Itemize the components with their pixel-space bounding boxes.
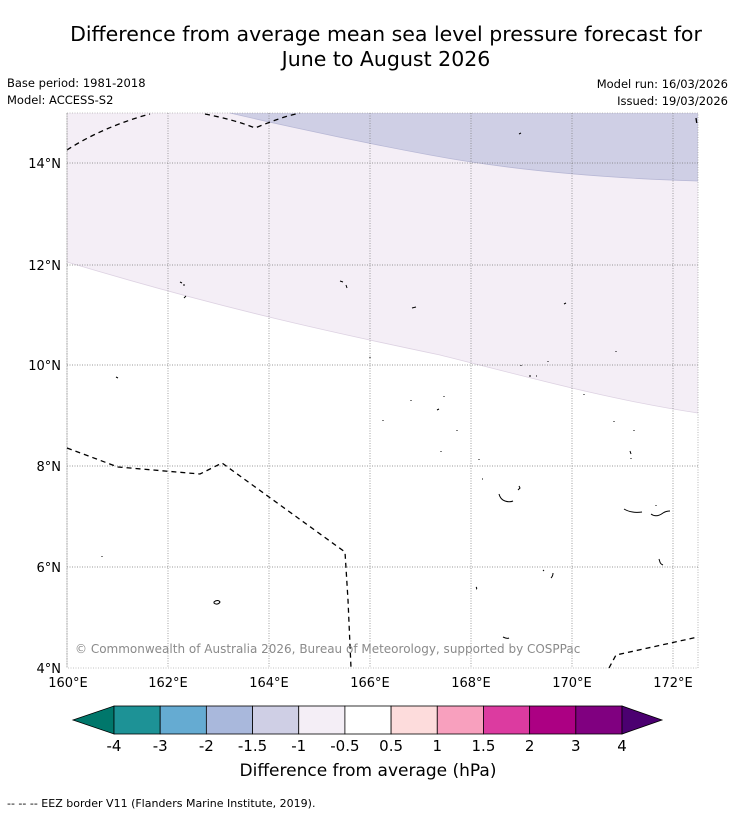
colorbar-swatch <box>436 705 484 735</box>
region-contour-medium <box>229 112 699 182</box>
colorbar-tick-label: -1.5 <box>238 737 267 755</box>
y-tick-label: 14°N <box>28 157 61 172</box>
issued-date: Issued: 19/03/2026 <box>617 94 728 108</box>
eez-border-southeast <box>608 636 699 669</box>
colorbar-arrow-left <box>71 705 115 735</box>
colorbar-swatch <box>483 705 531 735</box>
x-tick-label: 160°E <box>48 676 88 691</box>
x-tick-label: 170°E <box>552 676 592 691</box>
chart-title: Difference from average mean sea level p… <box>20 22 736 72</box>
model-name: Model: ACCESS-S2 <box>7 93 114 107</box>
colorbar-swatch <box>344 705 392 735</box>
x-tick-label: 162°E <box>148 676 188 691</box>
colorbar-label: Difference from average (hPa) <box>239 761 497 781</box>
colorbar-swatch <box>205 705 253 735</box>
colorbar-swatch <box>252 705 300 735</box>
x-tick-label: 168°E <box>451 676 491 691</box>
colorbar-swatch <box>575 705 623 735</box>
region-contour-light <box>66 261 699 414</box>
title-line-1: Difference from average mean sea level p… <box>70 22 702 46</box>
x-tick-label: 164°E <box>249 676 289 691</box>
eez-legend: -- -- -- EEZ border V11 (Flanders Marine… <box>7 797 316 810</box>
meta-right: Model run: 16/03/2026 Issued: 19/03/2026 <box>597 77 728 111</box>
colorbar-tick-label: 4 <box>617 737 627 755</box>
title-line-2: June to August 2026 <box>281 47 491 71</box>
y-tick-label: 6°N <box>37 561 62 576</box>
pressure-region-light <box>67 113 698 413</box>
y-tick-label: 10°N <box>28 359 61 374</box>
y-axis: 14°N 12°N 10°N 8°N 6°N 4°N <box>28 157 61 677</box>
map-frame <box>66 112 699 669</box>
colorbar: -4 -3 -2 -1.5 -1 -0.5 0.5 1 1.5 2 3 4 <box>71 705 664 755</box>
colorbar-tick-label: 3 <box>571 737 581 755</box>
copyright-notice: © Commonwealth of Australia 2026, Bureau… <box>75 642 580 656</box>
colorbar-swatch <box>390 705 438 735</box>
y-tick-label: 4°N <box>37 662 62 677</box>
map-area: © Commonwealth of Australia 2026, Bureau… <box>66 112 699 669</box>
eez-border-north-2 <box>204 112 301 129</box>
y-tick-label: 12°N <box>28 259 61 274</box>
colorbar-tick-label: -3 <box>153 737 168 755</box>
eez-borders <box>66 112 699 669</box>
x-tick-label: 172°E <box>653 676 693 691</box>
model-run: Model run: 16/03/2026 <box>596 77 728 91</box>
meta-left: Base period: 1981-2018 Model: ACCESS-S2 <box>7 76 146 110</box>
pressure-region-medium <box>230 113 698 181</box>
colorbar-arrow-right <box>621 705 664 735</box>
colorbar-swatch <box>159 705 207 735</box>
colorbar-tick-label: 0.5 <box>379 737 403 755</box>
y-tick-label: 8°N <box>37 460 62 475</box>
colorbar-swatch <box>298 705 346 735</box>
colorbar-tick-label: -4 <box>107 737 122 755</box>
colorbar-tick-label: -0.5 <box>330 737 359 755</box>
colorbar-tick-label: 1.5 <box>472 737 496 755</box>
base-period: Base period: 1981-2018 <box>7 76 146 90</box>
colorbar-tick-label: 2 <box>525 737 535 755</box>
islands <box>101 132 671 639</box>
colorbar-tick-label: -1 <box>291 737 306 755</box>
grid-lines <box>66 113 698 668</box>
colorbar-swatch <box>529 705 577 735</box>
x-tick-label: 166°E <box>350 676 390 691</box>
eez-border-west <box>66 447 352 669</box>
colorbar-swatch <box>113 705 161 735</box>
colorbar-tick-label: -2 <box>199 737 214 755</box>
eez-border-northeast <box>695 117 698 126</box>
eez-border-north <box>66 113 151 151</box>
x-axis: 160°E 162°E 164°E 166°E 168°E 170°E 172°… <box>48 676 693 691</box>
colorbar-tick-label: 1 <box>432 737 442 755</box>
